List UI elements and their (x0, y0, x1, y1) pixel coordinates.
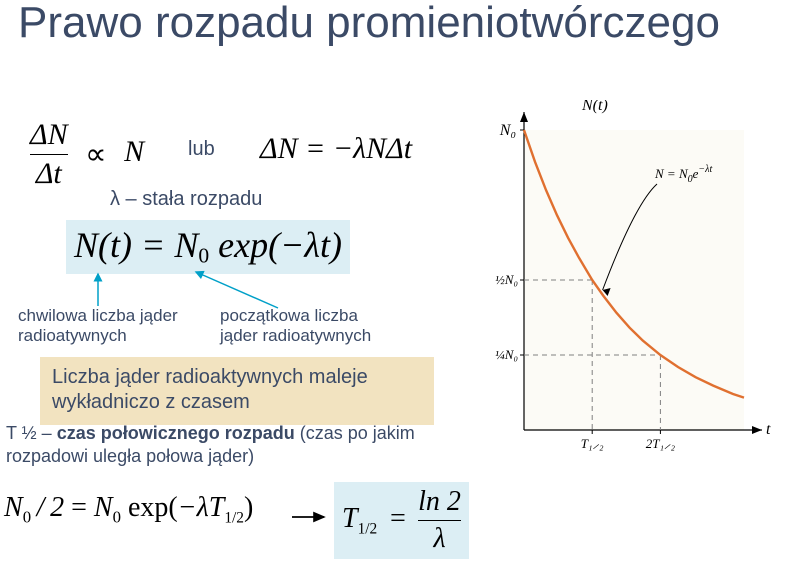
callout-right: początkowa liczbająder radioatywnych (220, 306, 371, 345)
frac-top: ΔN (30, 118, 68, 151)
svg-text:N₀: N₀ (499, 122, 516, 139)
t-half-sub: 1/2 (358, 521, 378, 538)
eq-t-half-box: T1/2 = ln 2 λ (334, 482, 469, 559)
t-half-frac-top: ln 2 (418, 486, 461, 517)
svg-text:½N₀: ½N₀ (495, 272, 518, 287)
svg-text:T₁⸝₂: T₁⸝₂ (581, 436, 604, 451)
t-half-lhs: T (342, 503, 358, 534)
svg-text:t: t (766, 421, 771, 438)
eq-n-of-t: N(t) = N0 exp(−λt) (74, 225, 342, 265)
eq-n-of-t-box: N(t) = N0 exp(−λt) (66, 220, 350, 274)
decay-chart: N(t)tN₀½N₀¼N₀T₁⸝₂2T₁⸝₂N = N0e−λt (480, 100, 790, 480)
arrow-left-callout (68, 268, 108, 308)
svg-text:2T₁⸝₂: 2T₁⸝₂ (646, 436, 676, 451)
svg-text:N(t): N(t) (581, 100, 608, 114)
lambda-note: λ – stała rozpadu (110, 188, 262, 211)
note-box: Liczba jąder radioaktywnych maleje wykła… (40, 357, 434, 425)
label-or: lub (188, 138, 215, 161)
thalf-bold: czas połowicznego rozpadu (57, 423, 295, 443)
slide-title: Prawo rozpadu promieniotwórczego (18, 0, 720, 46)
half-life-text: T ½ – czas połowicznego rozpadu (czas po… (6, 422, 446, 469)
svg-text:¼N₀: ¼N₀ (495, 347, 518, 362)
eq-delta-n-lambda: ΔN = −λNΔt (260, 132, 412, 166)
arrow-derive-icon (290, 508, 330, 526)
eq-half-n0: N0 / 2 = N0 exp(−λT1/2) (4, 492, 253, 528)
eq-t-half: T1/2 = ln 2 λ (342, 503, 461, 534)
t-half-frac-bot: λ (433, 523, 445, 554)
arrow-right-callout (190, 268, 290, 310)
callout-left: chwilowa liczba jąderradioatywnych (18, 306, 178, 345)
prop-rhs: N (124, 135, 144, 168)
eq-delta-n: ΔN Δt ∝ N (30, 118, 144, 191)
frac-bot: Δt (36, 157, 62, 190)
thalf-prefix: T ½ – (6, 423, 57, 443)
